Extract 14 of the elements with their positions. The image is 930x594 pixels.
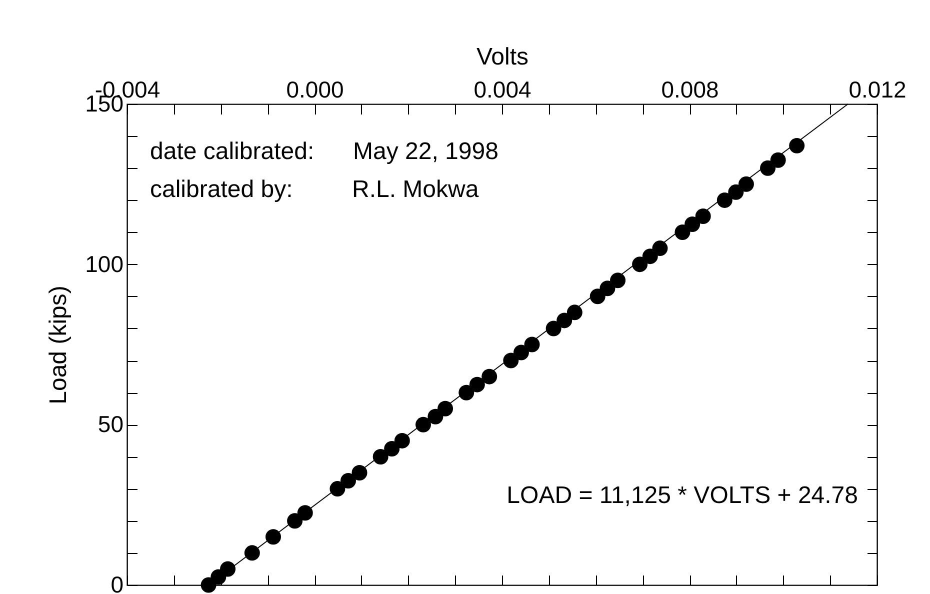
- annotation: R.L. Mokwa: [352, 176, 480, 203]
- x-tick-label: 0.008: [661, 76, 719, 102]
- y-tick-label: 100: [85, 250, 124, 277]
- annotation: LOAD = 11,125 * VOLTS + 24.78: [506, 482, 858, 509]
- annotation: calibrated by:: [150, 176, 293, 203]
- annotation: date calibrated:: [150, 138, 314, 165]
- x-tick-label: 0.012: [848, 76, 906, 102]
- y-tick-label: 0: [110, 572, 124, 594]
- x-tick-label: 0.004: [474, 76, 532, 102]
- y-axis-title: Load (kips): [45, 286, 72, 404]
- y-tick-label: 50: [98, 411, 124, 438]
- x-axis-title: Volts: [476, 44, 529, 70]
- x-tick-label: 0.000: [286, 76, 344, 102]
- annotation: May 22, 1998: [353, 138, 498, 165]
